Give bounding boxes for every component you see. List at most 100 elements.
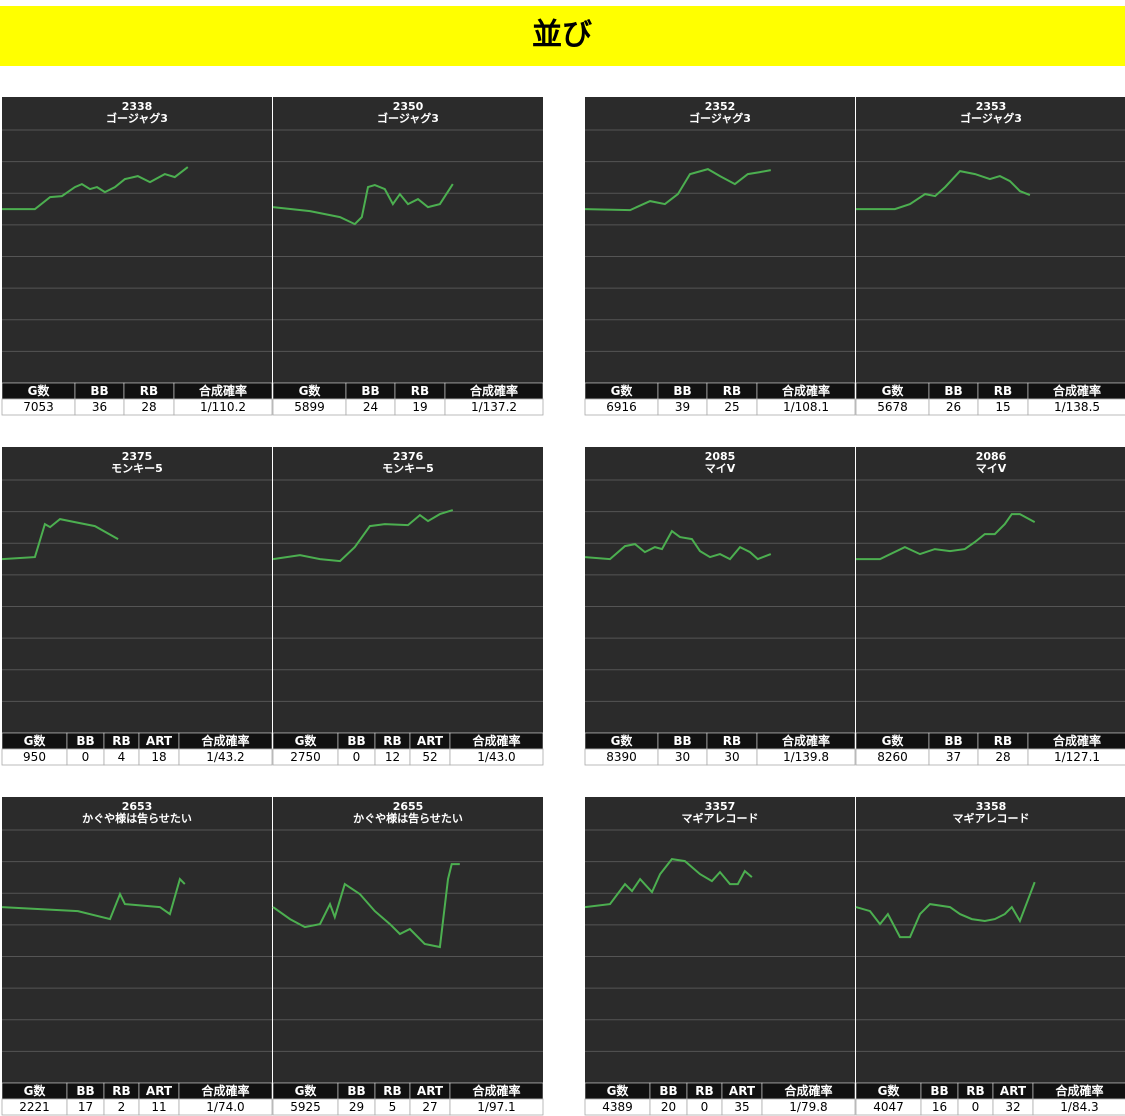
stat-value: 30 [724, 750, 739, 764]
header-label: 合成確率 [472, 733, 520, 748]
header-label: 合成確率 [1055, 1083, 1103, 1098]
stat-value: 19 [412, 400, 427, 414]
stat-value: 32 [1005, 1100, 1020, 1114]
header-label: G数 [28, 383, 51, 398]
header-label: BB [944, 384, 962, 398]
stat-cell [449, 748, 544, 766]
machine-number: 3358 [976, 800, 1007, 813]
header-label: G数 [607, 1083, 630, 1098]
stat-value: 30 [675, 750, 690, 764]
machine-name: ゴージャグ3 [377, 111, 439, 125]
stat-value: 18 [151, 750, 166, 764]
header-label: RB [140, 384, 158, 398]
header-label: ART [729, 1084, 756, 1098]
stat-value: 28 [995, 750, 1010, 764]
header-label: RB [383, 1084, 401, 1098]
graph-line [272, 183, 454, 226]
header-label: 合成確率 [470, 383, 518, 398]
header-label: ART [1000, 1084, 1027, 1098]
stat-value: 0 [353, 750, 361, 764]
header-label: 合成確率 [782, 733, 830, 748]
graph-line [584, 529, 772, 561]
header-label: 合成確率 [784, 1083, 832, 1098]
stat-value: 36 [92, 400, 107, 414]
stat-value: 8390 [606, 750, 637, 764]
graph-panel [856, 97, 1125, 383]
stat-value: 1/138.5 [1054, 400, 1100, 414]
stat-value: 1/110.2 [200, 400, 246, 414]
header-label: G数 [882, 733, 905, 748]
stat-value: 15 [995, 400, 1010, 414]
stat-value: 1/84.3 [1060, 1100, 1098, 1114]
graph-line [1, 877, 186, 921]
header-label: G数 [299, 383, 322, 398]
machine-name: かぐや様は告らせたい [353, 811, 463, 825]
stat-value: 0 [82, 750, 90, 764]
machine-number: 2376 [393, 450, 424, 463]
machine-name: かぐや様は告らせたい [82, 811, 192, 825]
stat-cell [761, 1098, 856, 1116]
stat-value: 27 [422, 1100, 437, 1114]
stat-value: 52 [422, 750, 437, 764]
header-label: BB [944, 734, 962, 748]
graph-panel [856, 447, 1125, 733]
machine-name: マギアレコード [953, 811, 1030, 825]
header-label: BB [76, 1084, 94, 1098]
header-label: G数 [295, 733, 318, 748]
graph-line [584, 858, 753, 909]
header-label: RB [112, 734, 130, 748]
header-label: BB [659, 1084, 677, 1098]
graph-line [272, 863, 460, 949]
machine-number: 2352 [705, 100, 736, 113]
stat-value: 39 [675, 400, 690, 414]
header-label: BB [347, 734, 365, 748]
stat-value: 11 [151, 1100, 166, 1114]
stat-value: 8260 [877, 750, 908, 764]
machine-name: ゴージャグ3 [960, 111, 1022, 125]
stat-value: 4047 [873, 1100, 904, 1114]
machine-number: 2653 [122, 800, 153, 813]
header-label: G数 [611, 383, 634, 398]
stat-cell [1027, 748, 1125, 766]
header-label: 合成確率 [199, 383, 247, 398]
machine-number: 2375 [122, 450, 153, 463]
header-label: RB [994, 734, 1012, 748]
stat-value: 4 [118, 750, 126, 764]
graph-line [856, 170, 1031, 211]
machine-name: マギアレコード [682, 811, 759, 825]
machine-number: 2655 [393, 800, 424, 813]
header-label: 合成確率 [1053, 383, 1101, 398]
machine-name: ゴージャグ3 [106, 111, 168, 125]
stat-value: 1/137.2 [471, 400, 517, 414]
stat-value: 5 [389, 1100, 397, 1114]
page-title: 並び [532, 18, 592, 53]
header-label: RB [994, 384, 1012, 398]
header-label: 合成確率 [472, 1083, 520, 1098]
header-label: RB [112, 1084, 130, 1098]
header-label: BB [361, 384, 379, 398]
machine-number: 2086 [976, 450, 1007, 463]
stat-value: 6916 [606, 400, 637, 414]
stat-cell [1032, 1098, 1125, 1116]
stat-value: 1/108.1 [783, 400, 829, 414]
stat-cell [756, 398, 856, 416]
stat-value: 2221 [19, 1100, 50, 1114]
graph-panel [585, 797, 855, 1083]
header-label: RB [383, 734, 401, 748]
graph-line [272, 509, 454, 563]
stat-value: 1/43.0 [477, 750, 515, 764]
header-label: BB [347, 1084, 365, 1098]
stat-value: 1/79.8 [789, 1100, 827, 1114]
header-label: ART [146, 1084, 173, 1098]
machine-name: マイV [705, 462, 736, 475]
graph-panel [2, 97, 272, 383]
stat-value: 4389 [602, 1100, 633, 1114]
graph-line [856, 513, 1036, 561]
header-label: RB [411, 384, 429, 398]
header-label: ART [417, 1084, 444, 1098]
stat-value: 1/74.0 [206, 1100, 244, 1114]
header-label: RB [723, 384, 741, 398]
header-label: G数 [24, 1083, 47, 1098]
header-label: 合成確率 [201, 733, 249, 748]
